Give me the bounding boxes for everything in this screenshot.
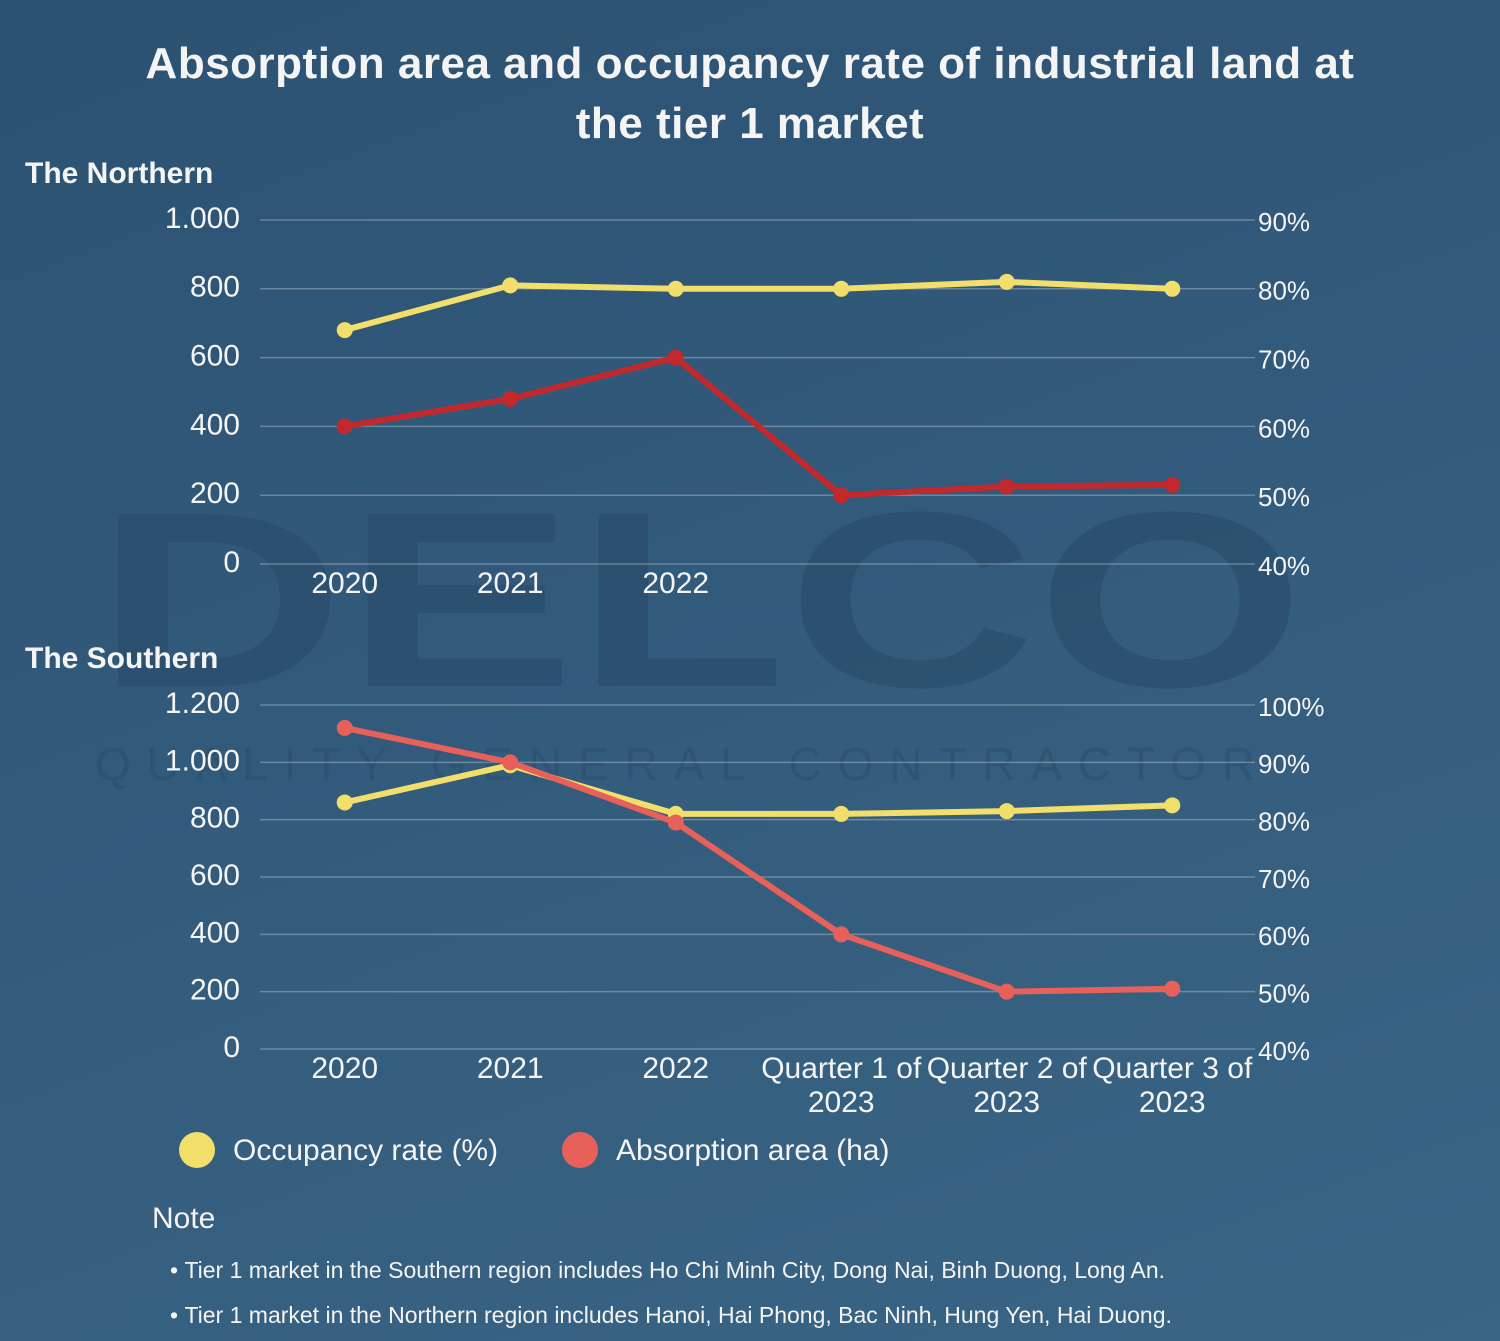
y-tick-label: 400 bbox=[190, 408, 240, 441]
series-point bbox=[998, 803, 1015, 820]
y-tick-label: 800 bbox=[190, 271, 240, 304]
title: Absorption area and occupancy rate of in… bbox=[145, 39, 1355, 148]
series-point bbox=[833, 805, 850, 822]
note: Note Tier 1 market in the Southern regio… bbox=[152, 1202, 1172, 1338]
watermark-tagline: QUALITY GENERAL CONTRACTOR bbox=[95, 738, 1255, 790]
legend-swatch bbox=[179, 1132, 215, 1168]
y2-tick-label: 70% bbox=[1258, 864, 1310, 894]
series-point bbox=[1164, 280, 1181, 297]
series-point bbox=[502, 390, 519, 407]
series-point bbox=[336, 794, 353, 811]
series-point bbox=[336, 322, 353, 339]
legend-swatch bbox=[562, 1132, 598, 1168]
y-tick-label: 600 bbox=[190, 340, 240, 373]
x-tick-label: 2021 bbox=[476, 1052, 544, 1085]
series-line bbox=[344, 762, 1173, 817]
x-tick-label: Quarter 2 of 2023 bbox=[926, 1052, 1087, 1119]
y-tick-label: 1.000 bbox=[165, 202, 240, 235]
watermark-brand: DELCO bbox=[95, 460, 1305, 739]
series-point bbox=[502, 754, 519, 771]
y2-tick-label: 70% bbox=[1258, 344, 1310, 374]
y-tick-label: 1.000 bbox=[165, 744, 240, 777]
y-tick-label: 200 bbox=[190, 974, 240, 1007]
y-tick-label: 0 bbox=[223, 1031, 240, 1064]
series-point bbox=[667, 814, 684, 831]
y2-tick-label: 50% bbox=[1258, 979, 1310, 1009]
series-point bbox=[833, 926, 850, 943]
y-tick-label: 200 bbox=[190, 477, 240, 510]
y2-tick-label: 90% bbox=[1258, 749, 1310, 779]
chart-subtitle: The Southern bbox=[25, 642, 218, 675]
series-point bbox=[336, 418, 353, 435]
series-line bbox=[343, 278, 1173, 333]
y2-tick-label: 80% bbox=[1258, 276, 1310, 306]
y2-tick-label: 100% bbox=[1258, 692, 1325, 722]
legend-label: Occupancy rate (%) bbox=[233, 1134, 498, 1167]
series-point bbox=[1164, 476, 1181, 493]
note-item: Tier 1 market in the Southern region inc… bbox=[170, 1248, 1172, 1293]
y2-tick-label: 40% bbox=[1258, 1036, 1310, 1066]
y-tick-label: 800 bbox=[190, 802, 240, 835]
series-line bbox=[344, 724, 1173, 995]
y2-tick-label: 40% bbox=[1258, 551, 1310, 581]
series-point bbox=[998, 273, 1015, 290]
y2-tick-label: 50% bbox=[1258, 482, 1310, 512]
series-point bbox=[998, 983, 1015, 1000]
series-point bbox=[1164, 797, 1181, 814]
x-tick-label: 2020 bbox=[311, 1052, 379, 1085]
x-tick-label: 2020 bbox=[311, 567, 379, 600]
series-point bbox=[667, 349, 684, 366]
x-tick-label: Quarter 1 of 2023 bbox=[761, 1052, 922, 1119]
y-tick-label: 400 bbox=[190, 916, 240, 949]
y-tick-label: 1.200 bbox=[165, 687, 240, 720]
y-tick-label: 600 bbox=[190, 859, 240, 892]
legend-label: Absorption area (ha) bbox=[616, 1134, 890, 1167]
y-tick-label: 0 bbox=[223, 546, 240, 579]
series-point bbox=[1164, 980, 1181, 997]
x-tick-label: 2022 bbox=[642, 567, 710, 600]
series-line bbox=[344, 354, 1173, 499]
y2-tick-label: 60% bbox=[1258, 921, 1310, 951]
series-point bbox=[833, 280, 850, 297]
series-point bbox=[833, 487, 850, 504]
series-point bbox=[998, 478, 1015, 495]
y2-tick-label: 60% bbox=[1258, 413, 1310, 443]
chart-subtitle: The Northern bbox=[25, 157, 213, 190]
series-point bbox=[502, 277, 519, 294]
y2-tick-label: 90% bbox=[1258, 207, 1310, 237]
x-tick-label: Quarter 3 of 2023 bbox=[1092, 1052, 1253, 1119]
y2-tick-label: 80% bbox=[1258, 807, 1310, 837]
note-item: Tier 1 market in the Northern region inc… bbox=[170, 1293, 1171, 1338]
note-title: Note bbox=[152, 1202, 216, 1235]
x-tick-label: 2021 bbox=[476, 567, 544, 600]
series-point bbox=[336, 719, 353, 736]
series-point bbox=[667, 280, 684, 297]
x-tick-label: 2022 bbox=[642, 1052, 710, 1085]
